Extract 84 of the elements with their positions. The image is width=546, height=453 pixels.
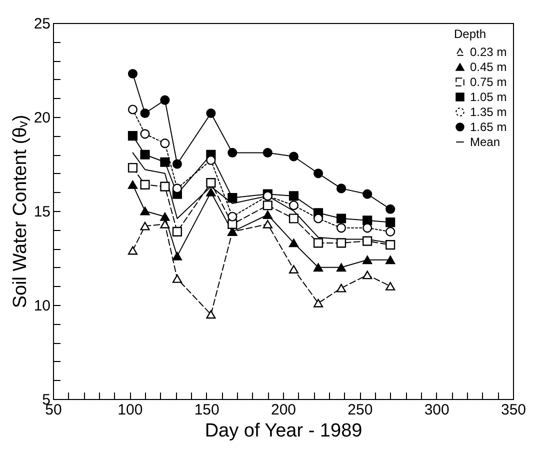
point	[386, 204, 396, 214]
point	[336, 223, 346, 233]
point	[386, 240, 396, 250]
point	[362, 189, 372, 199]
y-tick-label: 25	[34, 16, 50, 32]
point	[288, 200, 299, 210]
legend-label: 1.35 m	[470, 105, 507, 119]
point	[313, 168, 324, 178]
point	[362, 223, 372, 233]
point	[362, 270, 372, 280]
point	[128, 104, 138, 114]
x-tick-label: 350	[500, 402, 526, 418]
point	[288, 265, 299, 274]
point	[288, 238, 299, 248]
point	[362, 216, 372, 226]
point	[160, 212, 170, 221]
y-tick-label: 20	[34, 110, 50, 126]
point	[172, 226, 182, 236]
point	[262, 200, 272, 210]
legend-title: Depth	[454, 27, 486, 41]
point	[386, 282, 396, 290]
point	[336, 263, 346, 272]
point	[140, 129, 150, 139]
point	[313, 238, 324, 248]
point	[228, 212, 238, 222]
point	[206, 155, 216, 166]
x-tick-label: 100	[118, 402, 143, 418]
x-tick-label: 200	[270, 402, 296, 418]
legend-label: Mean	[470, 135, 500, 149]
point	[172, 252, 182, 260]
point	[262, 220, 272, 228]
point	[160, 95, 170, 105]
point	[206, 178, 216, 188]
point	[172, 184, 182, 194]
point	[228, 148, 238, 158]
point	[288, 214, 299, 224]
x-tick-label: 250	[348, 402, 373, 418]
x-axis-title: Day of Year - 1989	[204, 420, 362, 442]
point	[362, 236, 372, 246]
legend-label: 0.23 m	[470, 45, 507, 59]
legend-label: 0.75 m	[470, 75, 507, 89]
point	[386, 217, 396, 228]
point	[362, 256, 372, 264]
point	[336, 184, 346, 194]
point	[262, 210, 272, 219]
point	[128, 131, 138, 141]
point	[160, 220, 170, 228]
legend-label: 0.45 m	[470, 60, 507, 74]
y-tick-label: 15	[34, 204, 50, 220]
legend-label: 1.65 m	[470, 120, 507, 134]
point	[140, 206, 150, 216]
y-axis-title: Soil Water Content (θᵥ)	[10, 114, 31, 308]
point	[160, 182, 170, 192]
point	[172, 159, 182, 169]
point	[288, 191, 299, 201]
point	[140, 222, 150, 230]
point	[140, 108, 150, 118]
point	[262, 148, 272, 158]
point	[336, 284, 346, 292]
point	[386, 226, 396, 236]
point	[288, 152, 299, 162]
x-tick-label: 150	[194, 402, 220, 418]
point	[128, 162, 138, 173]
point	[172, 274, 182, 283]
point	[313, 298, 324, 308]
point	[386, 256, 396, 264]
x-tick-label: 300	[424, 402, 450, 418]
point	[336, 238, 346, 248]
point	[206, 108, 216, 118]
point	[313, 214, 324, 224]
point	[140, 180, 150, 190]
point	[206, 188, 216, 196]
point	[206, 310, 216, 319]
point	[160, 138, 170, 148]
point	[313, 263, 324, 272]
point	[128, 68, 138, 79]
point	[128, 246, 138, 255]
point	[140, 150, 150, 160]
point	[228, 193, 238, 203]
y-tick-label: 10	[34, 298, 50, 314]
point	[128, 180, 138, 189]
legend-label: 1.05 m	[470, 90, 507, 104]
point	[160, 157, 170, 167]
point	[336, 214, 346, 224]
